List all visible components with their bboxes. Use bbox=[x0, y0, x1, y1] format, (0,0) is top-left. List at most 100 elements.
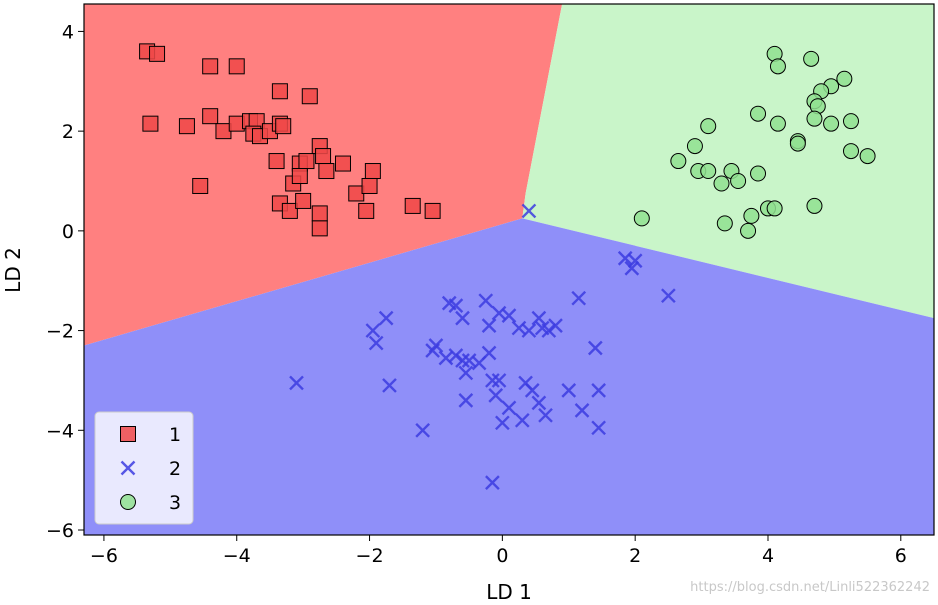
data-point-class-1 bbox=[311, 220, 328, 237]
data-point-class-2 bbox=[488, 388, 504, 403]
data-point-class-1 bbox=[291, 168, 308, 185]
y-tick-label: 0 bbox=[62, 221, 74, 243]
data-point-class-1 bbox=[202, 58, 219, 75]
data-point-class-2 bbox=[531, 310, 547, 326]
data-point-class-2 bbox=[524, 383, 540, 398]
data-point-class-2 bbox=[538, 407, 553, 423]
data-point-class-2 bbox=[485, 475, 500, 490]
data-point-class-3 bbox=[766, 200, 783, 217]
series-class-1 bbox=[139, 43, 441, 237]
data-point-class-2 bbox=[289, 375, 304, 391]
data-point-class-2 bbox=[661, 288, 676, 304]
data-point-class-3 bbox=[842, 113, 859, 130]
data-point-class-3 bbox=[750, 165, 767, 182]
data-point-class-3 bbox=[700, 163, 717, 180]
y-tick-label: −4 bbox=[46, 420, 74, 442]
plot-frame bbox=[83, 3, 935, 536]
data-point-class-2 bbox=[455, 353, 470, 368]
x-axis-ticks: −6 −4 −2 0 2 4 6 bbox=[90, 535, 907, 567]
data-point-class-1 bbox=[178, 118, 195, 135]
x-tick-label: −2 bbox=[356, 545, 384, 567]
data-point-class-1 bbox=[334, 155, 351, 172]
data-point-class-2 bbox=[458, 393, 474, 408]
x-tick-label: 2 bbox=[629, 545, 641, 567]
data-point-class-2 bbox=[587, 340, 603, 356]
data-point-class-2 bbox=[441, 295, 457, 311]
y-tick-label: −2 bbox=[46, 321, 74, 343]
series-class-2 bbox=[289, 203, 676, 490]
data-point-class-2 bbox=[531, 395, 547, 411]
legend-marker-3 bbox=[120, 494, 136, 510]
data-point-class-1 bbox=[228, 58, 245, 75]
data-point-class-2 bbox=[485, 373, 500, 388]
data-point-class-2 bbox=[471, 355, 487, 371]
data-point-class-1 bbox=[364, 163, 381, 180]
data-point-class-1 bbox=[202, 108, 219, 125]
data-point-class-1 bbox=[295, 192, 312, 209]
x-tick-label: 0 bbox=[496, 545, 508, 567]
x-tick-label: −4 bbox=[223, 545, 251, 567]
data-point-class-2 bbox=[521, 203, 537, 219]
x-tick-label: 4 bbox=[762, 545, 774, 567]
data-point-class-3 bbox=[803, 50, 820, 67]
data-point-class-3 bbox=[713, 175, 730, 192]
data-point-class-2 bbox=[365, 323, 381, 338]
data-point-class-3 bbox=[859, 148, 876, 165]
legend: 1 2 3 bbox=[94, 411, 194, 525]
data-point-class-2 bbox=[521, 323, 537, 338]
data-point-class-1 bbox=[318, 163, 335, 180]
data-point-class-3 bbox=[806, 110, 823, 127]
watermark: https://blog.csdn.net/Linli522362242 bbox=[690, 580, 930, 595]
data-point-class-3 bbox=[740, 222, 757, 239]
x-axis-label: LD 1 bbox=[486, 580, 532, 604]
data-point-class-2 bbox=[591, 420, 606, 436]
data-point-class-3 bbox=[670, 153, 687, 170]
data-point-class-2 bbox=[382, 378, 397, 393]
data-point-class-3 bbox=[789, 135, 806, 152]
y-tick-label: −6 bbox=[46, 520, 74, 542]
data-point-class-2 bbox=[624, 260, 640, 276]
data-point-class-3 bbox=[743, 207, 760, 224]
data-point-class-3 bbox=[769, 58, 786, 75]
data-point-class-2 bbox=[495, 415, 510, 431]
x-tick-label: −6 bbox=[90, 545, 118, 567]
data-point-class-2 bbox=[574, 403, 590, 418]
data-point-class-1 bbox=[301, 88, 318, 105]
data-point-class-2 bbox=[514, 412, 530, 428]
data-point-class-1 bbox=[268, 153, 285, 170]
data-point-class-1 bbox=[275, 118, 292, 135]
data-point-class-3 bbox=[686, 138, 703, 155]
data-point-class-1 bbox=[215, 123, 232, 140]
data-point-class-1 bbox=[271, 83, 288, 100]
data-point-class-1 bbox=[358, 202, 375, 219]
legend-marker-2 bbox=[120, 460, 136, 476]
x-tick-label: 6 bbox=[895, 545, 907, 567]
data-point-class-2 bbox=[627, 253, 643, 269]
data-point-class-2 bbox=[415, 422, 431, 438]
data-point-class-2 bbox=[501, 400, 517, 416]
data-point-class-1 bbox=[424, 202, 441, 219]
data-point-class-1 bbox=[149, 45, 166, 62]
data-point-class-2 bbox=[491, 373, 507, 388]
data-point-class-1 bbox=[315, 148, 332, 165]
data-point-class-1 bbox=[404, 197, 421, 214]
data-point-class-2 bbox=[368, 335, 384, 351]
y-tick-label: 4 bbox=[62, 21, 74, 43]
data-point-class-3 bbox=[806, 197, 823, 214]
legend-box bbox=[94, 411, 194, 525]
decision-region-class-2 bbox=[84, 218, 934, 535]
y-axis-ticks: −6 −4 −2 0 2 4 bbox=[46, 21, 84, 542]
y-axis-label: LD 2 bbox=[1, 247, 25, 293]
data-point-class-2 bbox=[561, 383, 577, 398]
data-point-class-3 bbox=[730, 173, 747, 189]
decision-regions bbox=[84, 4, 934, 535]
data-point-class-2 bbox=[541, 323, 557, 338]
data-point-class-3 bbox=[823, 115, 840, 132]
data-point-class-3 bbox=[700, 118, 717, 135]
data-point-class-1 bbox=[142, 115, 159, 132]
data-point-class-1 bbox=[348, 185, 365, 202]
data-point-class-1 bbox=[192, 177, 209, 194]
data-point-class-3 bbox=[769, 115, 786, 132]
data-points bbox=[139, 43, 876, 490]
